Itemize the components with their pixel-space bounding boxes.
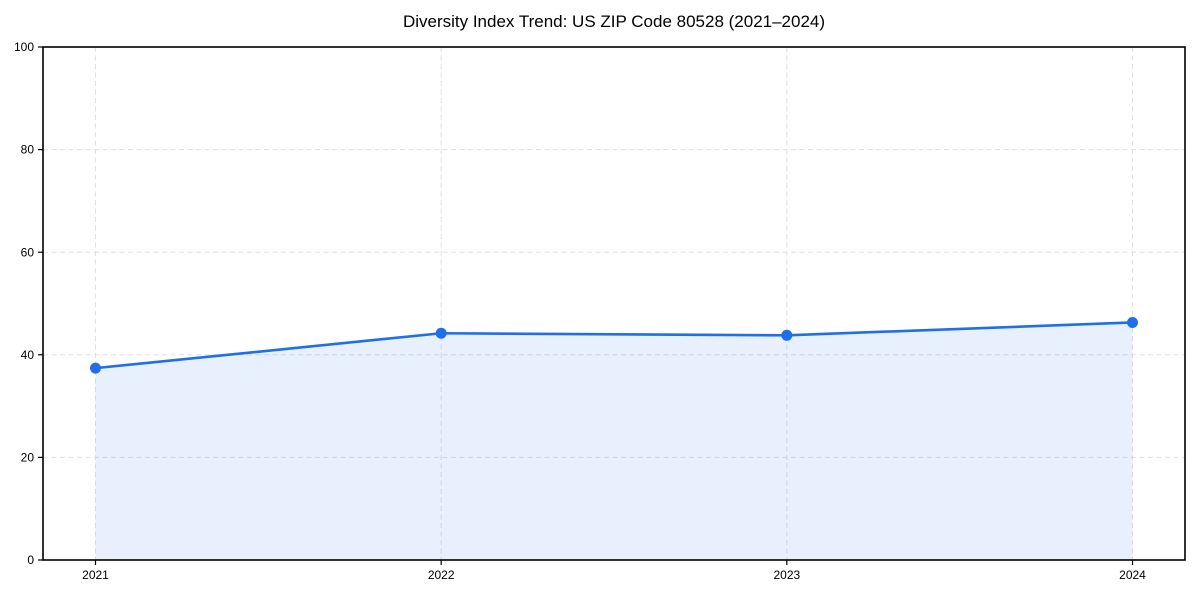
x-tick-label-2023: 2023	[773, 568, 800, 582]
trend-line	[94, 321, 1134, 370]
area-fill	[95, 322, 1133, 560]
chart-title: Diversity Index Trend: US ZIP Code 80528…	[402, 12, 826, 31]
plot-border	[42, 46, 1186, 561]
data-point-2023	[781, 329, 793, 341]
data-point-2022	[435, 327, 447, 339]
y-tick-label-40: 40	[21, 348, 35, 362]
y-tick-label-60: 60	[21, 245, 35, 259]
x-tick-label-2021: 2021	[82, 568, 109, 582]
y-tick-label-20: 20	[21, 450, 35, 464]
data-point-2021	[90, 362, 101, 374]
x-tick-label-2024: 2024	[1119, 568, 1146, 582]
y-tick-label-80: 80	[21, 143, 35, 157]
y-tick-label-100: 100	[14, 40, 34, 54]
x-tick-label-2022: 2022	[428, 568, 455, 582]
data-point-2024	[1127, 316, 1138, 328]
y-tick-label-0: 0	[27, 553, 34, 567]
